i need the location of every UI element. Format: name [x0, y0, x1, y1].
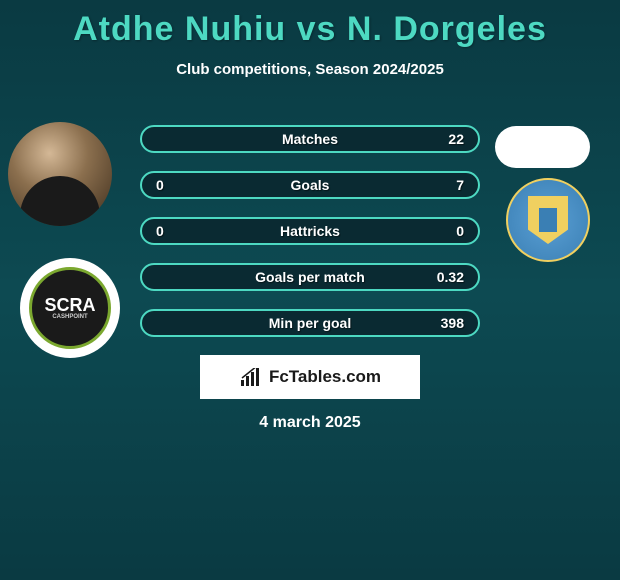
- club-logo-left: SCRA CASHPOINT: [20, 258, 120, 358]
- stat-right-value: 398: [441, 315, 464, 331]
- branding-chart-icon: [239, 368, 263, 386]
- stat-left-value: 0: [156, 177, 164, 193]
- stat-right-value: 0.32: [437, 269, 464, 285]
- club-logo-right-shield: [528, 196, 568, 244]
- club-logo-right: [506, 178, 590, 262]
- stat-label: Goals per match: [255, 269, 365, 285]
- club-logo-left-text: SCRA: [44, 296, 95, 314]
- club-logo-left-inner: SCRA CASHPOINT: [29, 267, 111, 349]
- stat-label: Hattricks: [280, 223, 340, 239]
- stats-container: Matches 22 0 Goals 7 0 Hattricks 0 Goals…: [140, 125, 480, 355]
- branding-text: FcTables.com: [269, 367, 381, 387]
- stat-row-goals-per-match: Goals per match 0.32: [140, 263, 480, 291]
- stat-row-min-per-goal: Min per goal 398: [140, 309, 480, 337]
- stat-label: Goals: [291, 177, 330, 193]
- stat-row-hattricks: 0 Hattricks 0: [140, 217, 480, 245]
- stat-right-value: 7: [456, 177, 464, 193]
- subtitle: Club competitions, Season 2024/2025: [0, 61, 620, 78]
- stat-row-goals: 0 Goals 7: [140, 171, 480, 199]
- player-right-avatar: [495, 126, 590, 168]
- stat-row-matches: Matches 22: [140, 125, 480, 153]
- stat-left-value: 0: [156, 223, 164, 239]
- club-logo-left-subtext: CASHPOINT: [52, 314, 87, 320]
- stat-right-value: 0: [456, 223, 464, 239]
- branding-box[interactable]: FcTables.com: [200, 355, 420, 399]
- player-left-avatar: [8, 122, 112, 226]
- date-text: 4 march 2025: [259, 414, 360, 432]
- page-title: Atdhe Nuhiu vs N. Dorgeles: [0, 0, 620, 49]
- stat-right-value: 22: [448, 131, 464, 147]
- stat-label: Matches: [282, 131, 338, 147]
- stat-label: Min per goal: [269, 315, 351, 331]
